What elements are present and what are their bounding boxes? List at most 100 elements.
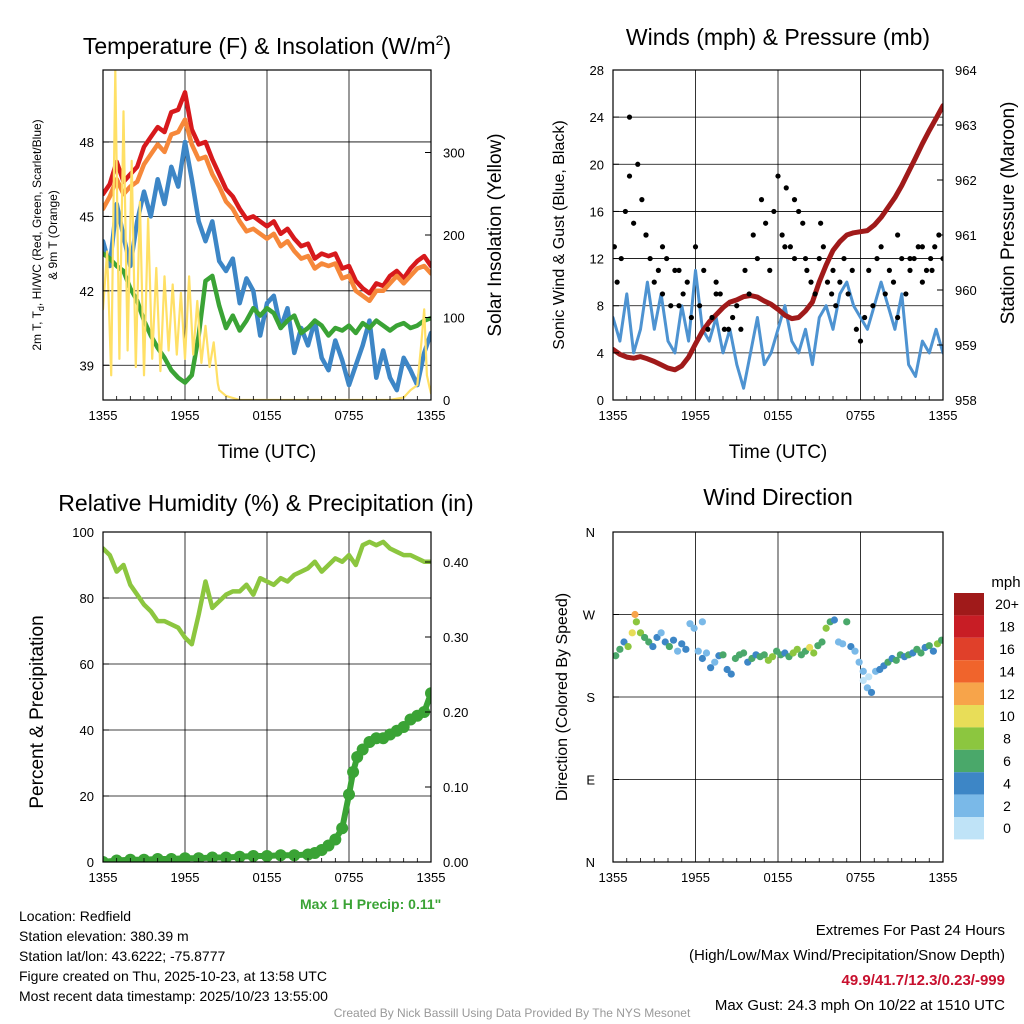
wind-direction-point <box>723 665 731 674</box>
series-line-sonic-wind <box>613 268 943 390</box>
direction-tick-label: S <box>586 690 595 705</box>
data-point <box>343 788 355 801</box>
wind-direction-point <box>661 638 669 646</box>
humidity-chart-title: Relative Humidity (%) & Precipitation (i… <box>58 490 473 516</box>
extremes-title: Extremes For Past 24 Hours <box>815 922 1005 939</box>
data-point <box>717 291 723 297</box>
y2-tick-label: 200 <box>443 228 465 243</box>
data-point <box>940 255 943 262</box>
data-point <box>425 687 431 700</box>
speed-legend: 20+ 18 16 14 12 10 8 6 4 2 0 <box>954 593 1019 840</box>
data-point <box>734 303 740 309</box>
station-latlon: Station lat/lon: 43.6222; -75.8777 <box>19 948 226 964</box>
wind-direction-point <box>859 667 867 675</box>
data-point <box>233 850 246 862</box>
temp-x-axis-label: Time (UTC) <box>218 442 317 463</box>
x-tick-label: 0155 <box>764 408 793 423</box>
y-tick-label: 40 <box>80 723 94 738</box>
x-tick-label: 1955 <box>681 870 710 885</box>
data-point <box>923 267 930 273</box>
winds-ticks: 1355 1955 0155 0755 135504812162024289589599… <box>590 63 977 423</box>
data-point <box>845 291 851 297</box>
x-tick-label: 1355 <box>417 870 446 885</box>
data-point <box>614 279 620 285</box>
legend-swatch <box>954 817 984 840</box>
x-tick-label: 0155 <box>253 870 282 885</box>
temp-series <box>103 70 431 400</box>
data-point <box>206 851 219 862</box>
y2-tick-label: 963 <box>955 118 977 133</box>
y2-tick-label: 0 <box>443 393 450 408</box>
series-line-dewpoint <box>103 251 431 385</box>
data-point <box>676 267 682 273</box>
data-point <box>676 303 682 309</box>
figure-created: Figure created on Thu, 2025-10-23, at 13… <box>19 968 327 984</box>
wind-direction-point <box>686 620 694 628</box>
wind-direction-point <box>830 616 838 624</box>
wind-direction-point <box>929 647 937 655</box>
data-point <box>165 853 178 862</box>
series-line-station-pressure <box>613 103 943 373</box>
data-point <box>730 314 736 321</box>
y-tick-label: 12 <box>590 252 604 267</box>
credit-line: Created By Nick Bassill Using Data Provi… <box>333 1006 691 1020</box>
y-tick-label: 0 <box>597 393 604 408</box>
series-line-2m-temperature <box>103 90 431 296</box>
y2-tick-label: 961 <box>955 228 977 243</box>
x-tick-label: 0155 <box>764 870 793 885</box>
wind-direction-point <box>636 629 645 637</box>
y-tick-label: 28 <box>590 63 604 78</box>
data-point <box>618 255 624 262</box>
data-point <box>274 849 287 862</box>
data-point <box>870 303 876 309</box>
wind-direction-point <box>682 645 690 653</box>
data-point <box>816 255 822 262</box>
data-point <box>849 267 855 273</box>
data-point <box>820 244 826 250</box>
x-tick-label: 0755 <box>846 870 875 885</box>
data-point <box>899 255 905 262</box>
data-point <box>907 255 913 262</box>
wind-direction-point <box>847 642 855 651</box>
data-point <box>635 161 641 167</box>
wind-direction-point <box>719 651 727 659</box>
wind-direction-point <box>628 629 636 637</box>
wind-direction-point <box>740 649 748 657</box>
x-tick-label: 1355 <box>929 870 958 885</box>
data-point <box>680 291 686 297</box>
data-point <box>874 255 880 262</box>
humidity-panel: Relative Humidity (%) & Precipitation (i… <box>27 490 474 885</box>
data-point <box>659 291 666 297</box>
data-point <box>347 766 360 778</box>
data-point <box>911 255 917 262</box>
data-point <box>808 279 814 285</box>
data-point <box>688 314 694 321</box>
data-point <box>713 291 719 297</box>
data-point <box>903 291 909 297</box>
data-point <box>829 291 835 297</box>
y2-tick-label: 0.00 <box>443 855 468 870</box>
data-point <box>705 326 711 332</box>
wind-direction-point <box>892 656 900 664</box>
x-tick-label: 0755 <box>335 408 364 423</box>
direction-tick-label: N <box>586 525 595 540</box>
data-point <box>643 232 649 238</box>
legend-swatch <box>954 682 984 705</box>
data-point <box>824 279 831 285</box>
y-tick-label: 0 <box>87 855 94 870</box>
wind-direction-point <box>768 653 777 661</box>
data-point <box>915 244 921 250</box>
data-point <box>103 856 109 862</box>
wind-direction-point <box>649 642 657 651</box>
y2-tick-label: 958 <box>955 393 977 408</box>
wind-axis-label: Sonic Wind & Gust (Blue, Black) <box>551 120 568 349</box>
data-point <box>800 220 806 226</box>
x-tick-label: 1955 <box>171 870 200 885</box>
y2-tick-label: 959 <box>955 338 977 353</box>
data-point <box>721 326 727 332</box>
data-point <box>151 853 164 862</box>
extremes-info: Extremes For Past 24 Hours (High/Low/Max… <box>689 918 1005 1018</box>
y-tick-label: 24 <box>590 110 604 125</box>
wind-direction-title: Wind Direction <box>703 484 853 510</box>
temp-chart-title: Temperature (F) & Insolation (W/m2) <box>83 32 451 59</box>
